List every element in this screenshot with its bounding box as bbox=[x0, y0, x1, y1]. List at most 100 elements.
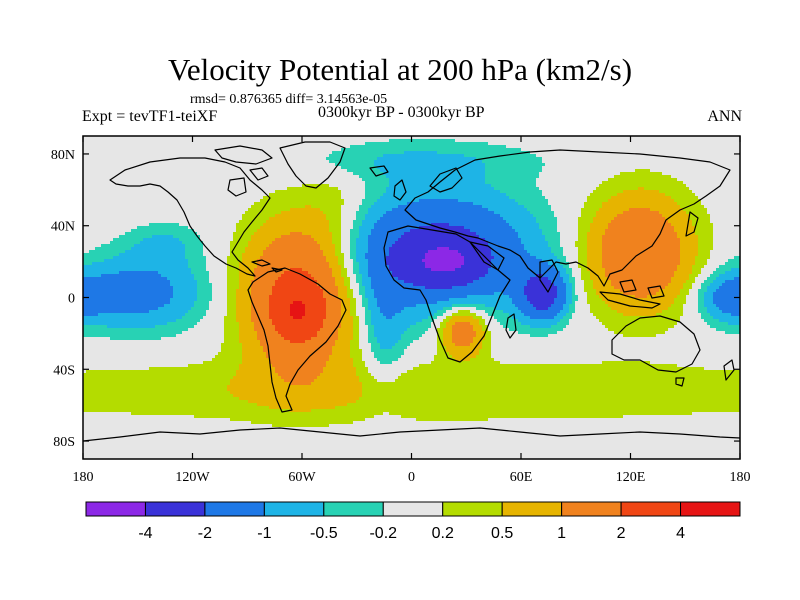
field-cell bbox=[188, 259, 207, 263]
colorbar-label: -1 bbox=[257, 525, 271, 542]
field-cell bbox=[362, 391, 740, 395]
field-cell bbox=[86, 370, 237, 374]
field-cell bbox=[305, 307, 327, 311]
field-cell bbox=[491, 337, 740, 341]
field-cell bbox=[269, 193, 342, 197]
field-cell bbox=[83, 181, 366, 185]
field-cell bbox=[500, 190, 543, 194]
field-cell bbox=[353, 328, 360, 332]
field-cell bbox=[344, 202, 363, 206]
field-cell bbox=[224, 316, 237, 320]
field-cell bbox=[587, 301, 606, 305]
field-cell bbox=[518, 319, 561, 323]
field-cell bbox=[695, 232, 714, 236]
field-cell bbox=[83, 241, 111, 245]
field-cell bbox=[224, 337, 240, 341]
field-cell bbox=[665, 331, 726, 335]
field-cell bbox=[488, 418, 740, 422]
field-cell bbox=[734, 256, 740, 260]
field-cell bbox=[305, 340, 336, 344]
field-cell bbox=[377, 199, 420, 203]
field-cell bbox=[554, 298, 567, 302]
field-cell bbox=[536, 256, 558, 260]
field-cell bbox=[650, 208, 684, 212]
field-cell bbox=[485, 274, 537, 278]
field-cell bbox=[452, 334, 477, 338]
field-cell bbox=[83, 178, 363, 182]
field-cell bbox=[230, 379, 285, 383]
colorbar-label: 4 bbox=[676, 525, 685, 542]
field-cell bbox=[266, 355, 330, 359]
field-cell bbox=[368, 259, 387, 263]
field-cell bbox=[728, 322, 740, 326]
field-cell bbox=[212, 358, 243, 362]
field-cell bbox=[458, 199, 516, 203]
field-cell bbox=[197, 322, 225, 326]
field-cell bbox=[83, 289, 174, 293]
field-cell bbox=[83, 412, 132, 416]
field-cell bbox=[365, 316, 372, 320]
field-cell bbox=[536, 274, 543, 278]
field-cell bbox=[344, 256, 351, 260]
y-tick-label: 40S bbox=[53, 363, 75, 378]
field-cell bbox=[695, 259, 708, 263]
field-cell bbox=[212, 292, 228, 296]
field-cell bbox=[323, 289, 339, 293]
field-cell bbox=[704, 367, 740, 371]
field-cell bbox=[194, 415, 375, 419]
field-cell bbox=[272, 319, 324, 323]
field-cell bbox=[83, 367, 150, 371]
field-cell bbox=[338, 292, 348, 296]
field-cell bbox=[341, 229, 351, 233]
field-cell bbox=[476, 157, 543, 161]
field-cell bbox=[83, 424, 273, 428]
field-cell bbox=[353, 322, 360, 326]
field-cell bbox=[347, 268, 354, 272]
field-cell bbox=[281, 376, 318, 380]
field-cell bbox=[359, 322, 366, 326]
field-cell bbox=[83, 280, 171, 284]
field-cell bbox=[551, 280, 564, 284]
field-cell bbox=[518, 235, 546, 239]
field-cell bbox=[269, 244, 321, 248]
field-cell bbox=[197, 295, 213, 299]
field-cell bbox=[341, 223, 354, 227]
field-cell bbox=[389, 247, 438, 251]
field-cell bbox=[275, 370, 324, 374]
field-cell bbox=[443, 328, 453, 332]
field-cell bbox=[713, 316, 740, 320]
field-cell bbox=[665, 193, 696, 197]
field-cell bbox=[473, 316, 483, 320]
field-cell bbox=[416, 322, 432, 326]
field-cell bbox=[290, 313, 306, 317]
field-cell bbox=[248, 241, 273, 245]
field-cell bbox=[362, 199, 378, 203]
field-cell bbox=[254, 271, 285, 275]
field-cell bbox=[83, 277, 168, 281]
field-cell bbox=[170, 301, 195, 305]
field-cell bbox=[353, 268, 360, 272]
field-cell bbox=[308, 271, 333, 275]
field-cell bbox=[83, 319, 177, 323]
field-cell bbox=[317, 280, 336, 284]
field-cell bbox=[731, 268, 740, 272]
new-zealand-coast bbox=[723, 359, 735, 381]
field-cell bbox=[377, 340, 399, 344]
field-cell bbox=[353, 292, 360, 296]
field-cell bbox=[188, 262, 207, 266]
field-cell bbox=[545, 196, 588, 200]
field-cell bbox=[377, 298, 450, 302]
field-cell bbox=[707, 262, 726, 266]
field-cell bbox=[437, 247, 450, 251]
field-cell bbox=[542, 160, 740, 164]
field-cell bbox=[377, 337, 402, 341]
field-cell bbox=[323, 322, 342, 326]
field-cell bbox=[503, 325, 531, 329]
field-cell bbox=[539, 172, 621, 176]
field-cell bbox=[593, 313, 624, 317]
field-cell bbox=[446, 325, 453, 329]
field-cell bbox=[557, 223, 579, 227]
field-cell bbox=[359, 325, 369, 329]
field-cell bbox=[326, 361, 354, 365]
field-cell bbox=[614, 217, 666, 221]
